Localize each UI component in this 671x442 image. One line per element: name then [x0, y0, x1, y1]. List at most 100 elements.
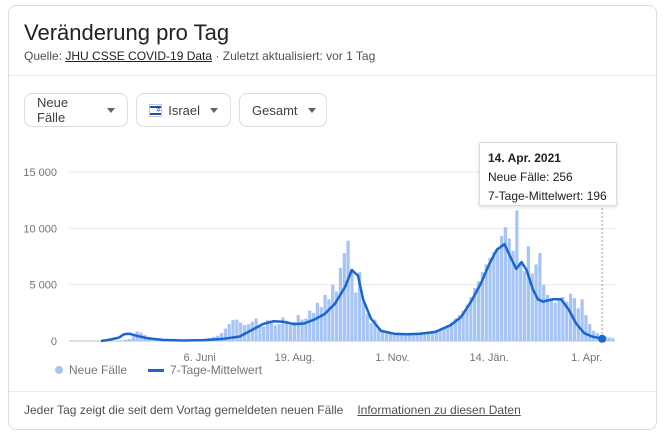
bar — [446, 325, 450, 341]
bar — [584, 315, 588, 341]
bar — [499, 236, 504, 341]
bar — [258, 325, 262, 341]
country-dropdown[interactable]: ✡ Israel — [136, 93, 231, 127]
bar — [327, 299, 331, 341]
hover-point[interactable] — [598, 334, 607, 343]
bar — [503, 227, 507, 341]
bar — [457, 315, 461, 341]
bar — [124, 339, 128, 341]
bar — [611, 338, 615, 341]
x-tick-label: 19. Aug. — [275, 352, 315, 364]
card-title: Veränderung pro Tag — [24, 20, 230, 45]
bar — [492, 251, 496, 341]
bar — [545, 294, 550, 341]
bar — [388, 333, 392, 341]
bar — [526, 246, 531, 341]
bar — [484, 264, 488, 341]
bar — [377, 328, 381, 341]
bar — [580, 299, 584, 341]
bar — [227, 324, 231, 341]
bar — [476, 281, 481, 341]
israel-flag-icon: ✡ — [149, 103, 163, 117]
bar — [400, 334, 404, 341]
covid-card: Veränderung pro Tag Quelle: JHU CSSE COV… — [8, 5, 657, 430]
bar — [519, 262, 523, 341]
bar — [319, 307, 323, 341]
bar — [507, 238, 511, 341]
legend-line-swatch — [148, 368, 164, 372]
bar — [269, 321, 274, 341]
bar — [557, 300, 561, 341]
chevron-down-icon — [210, 107, 218, 113]
cases-chart[interactable]: 0 5 000 10 000 15 000 6. Juni 19. Aug. 1. Nov… — [9, 136, 657, 366]
bar — [288, 325, 293, 341]
bar — [427, 331, 431, 341]
bar — [411, 334, 415, 341]
updated-text: · Zuletzt aktualisiert: vor 1 Tag — [212, 49, 376, 63]
bar — [511, 250, 515, 341]
legend-bars-label: Neue Fälle — [69, 363, 128, 377]
divider — [9, 75, 656, 76]
bar — [415, 334, 419, 341]
bar — [442, 327, 446, 341]
bar — [265, 320, 270, 341]
bar — [588, 324, 592, 341]
bar — [346, 240, 350, 341]
bar — [534, 264, 538, 341]
bar — [568, 293, 573, 341]
bar — [296, 315, 300, 341]
bar — [334, 291, 339, 341]
bar — [469, 297, 473, 341]
bar — [561, 297, 565, 341]
bar — [553, 302, 557, 341]
bar — [361, 301, 366, 341]
metric-dropdown[interactable]: Neue Fälle — [24, 93, 128, 127]
bar — [350, 268, 354, 341]
bar — [384, 333, 389, 341]
bar — [438, 329, 442, 341]
bar — [311, 312, 316, 341]
bar — [434, 330, 438, 341]
bar — [254, 318, 258, 341]
bar — [538, 253, 542, 341]
bar — [323, 294, 327, 341]
tooltip-average: 7-Tage-Mittelwert: 196 — [488, 189, 607, 203]
legend-line-label: 7-Tage-Mittelwert — [170, 363, 263, 377]
bar — [473, 288, 477, 341]
chevron-down-icon — [107, 107, 115, 113]
bar — [358, 272, 362, 341]
source-line: Quelle: JHU CSSE COVID-19 Data · Zuletzt… — [24, 49, 375, 63]
bar — [239, 322, 243, 341]
region-dropdown-label: Gesamt — [252, 102, 298, 118]
x-tick-label: 1. Apr. — [571, 352, 602, 364]
y-tick-label: 10 000 — [23, 223, 57, 235]
bar — [381, 331, 385, 341]
source-link[interactable]: JHU CSSE COVID-19 Data — [65, 49, 213, 63]
bar — [461, 310, 465, 341]
region-dropdown[interactable]: Gesamt — [239, 93, 327, 127]
bar — [450, 322, 454, 341]
y-tick-label: 5 000 — [29, 280, 57, 292]
bar — [273, 325, 277, 341]
bar — [465, 304, 469, 341]
x-tick-label: 1. Nov. — [375, 352, 409, 364]
bar — [522, 271, 527, 341]
footer-divider — [9, 391, 656, 392]
legend-line: 7-Tage-Mittelwert — [148, 363, 262, 377]
bar — [396, 334, 400, 341]
bar — [281, 317, 285, 341]
bar — [120, 340, 124, 341]
bar — [262, 326, 266, 341]
bar — [131, 336, 135, 341]
info-link[interactable]: Informationen zu diesen Daten — [357, 403, 521, 417]
bar — [250, 321, 254, 341]
bar — [488, 257, 492, 341]
bar — [542, 284, 546, 341]
bar — [292, 321, 297, 341]
bar — [231, 320, 235, 341]
footer: Jeder Tag zeigt die seit dem Vortag geme… — [24, 403, 521, 417]
bar — [453, 318, 458, 341]
country-dropdown-label: Israel — [168, 102, 200, 118]
bar — [530, 273, 534, 341]
bar — [423, 332, 427, 341]
